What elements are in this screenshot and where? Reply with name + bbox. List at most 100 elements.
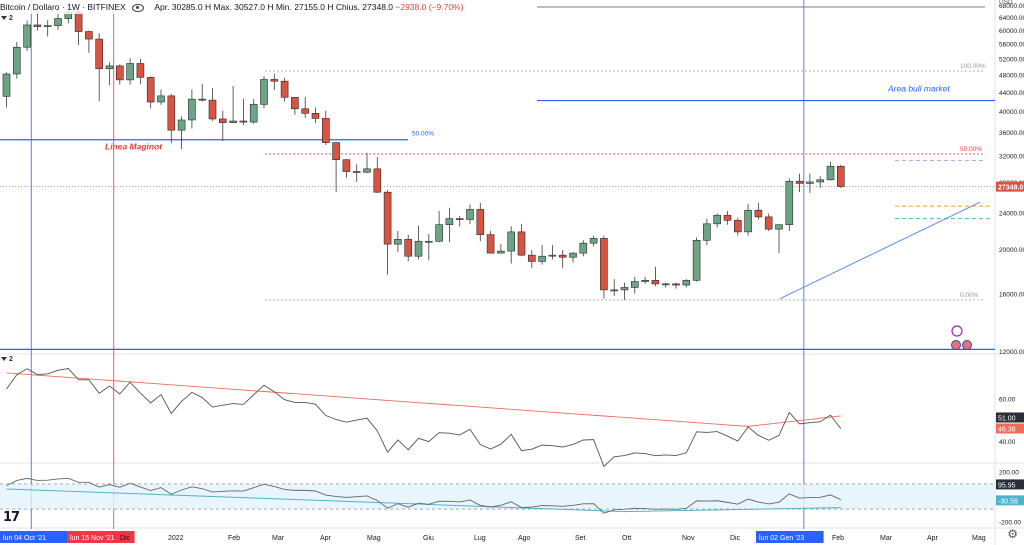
candle-body — [579, 242, 588, 254]
candle-body — [23, 24, 31, 48]
candle-body — [260, 79, 268, 105]
rsi-pane-collapse[interactable]: 2 — [1, 355, 13, 365]
candle-body — [775, 224, 783, 230]
price-axis-tick: 68000.00 — [999, 3, 1024, 10]
gear-icon[interactable]: ⚙ — [1007, 527, 1018, 541]
candle-body — [661, 283, 670, 286]
candle-body — [219, 118, 227, 123]
candle-body — [682, 280, 691, 286]
candle-body — [538, 255, 546, 262]
candle-body — [435, 224, 443, 242]
candle-body — [744, 209, 752, 233]
time-axis-label: Mag — [367, 535, 381, 542]
candle-body — [167, 95, 176, 131]
time-axis-label: Dic — [120, 535, 131, 542]
fib-label: 50.00% — [960, 146, 982, 153]
chevron-down-icon — [1, 16, 7, 21]
price-axis-tick: 44000.00 — [999, 90, 1024, 97]
candle-body — [589, 238, 598, 244]
eye-icon[interactable] — [132, 3, 145, 12]
candle-body — [33, 24, 42, 27]
tradingview-logo-icon[interactable]: 17 — [3, 510, 20, 525]
time-axis-label: Apr — [320, 535, 332, 542]
candle-body — [713, 214, 722, 225]
candle-body — [486, 234, 495, 254]
fib-label: 50.00% — [412, 131, 434, 138]
time-highlight-badge — [756, 531, 824, 543]
candle-body — [126, 63, 134, 81]
candle-body — [826, 165, 835, 181]
candle-body — [229, 120, 237, 123]
candle-body — [466, 209, 474, 220]
candle-body — [672, 283, 680, 286]
candle-body — [445, 218, 454, 225]
time-axis-label: Giu — [423, 535, 434, 542]
cci-ma-value: -30.58 — [998, 498, 1018, 505]
candle-body — [188, 98, 196, 121]
rsi-value: 51.00 — [998, 415, 1016, 422]
candle-body — [291, 96, 299, 110]
time-axis-label: lun 04 Oct '21 — [3, 535, 46, 542]
candle-body — [610, 289, 619, 292]
candle-body — [785, 180, 794, 225]
time-axis-label: Feb — [832, 535, 844, 542]
currency-label: USD — [999, 0, 1013, 6]
candle-body — [74, 12, 83, 32]
candle-body — [2, 73, 11, 97]
price-axis-tick: 48000.00 — [999, 72, 1024, 79]
candle-body — [249, 104, 258, 123]
pane-count: 2 — [9, 356, 13, 363]
candle-body — [548, 254, 557, 257]
cci-band — [0, 483, 995, 510]
symbol-title[interactable]: Bitcoin / Dollaro · 1W · BITFINEX — [0, 2, 126, 12]
bull-market-label: Area bull market — [887, 84, 951, 94]
candle-body — [600, 238, 608, 291]
candle-body — [136, 63, 145, 78]
fib-label: 0.00% — [960, 292, 979, 299]
cci-value-badge — [996, 479, 1024, 490]
price-axis-tick: 20000.00 — [999, 247, 1024, 254]
cci-axis-tick: 200.00 — [999, 469, 1019, 476]
symbol-legend[interactable]: Bitcoin / Dollaro · 1W · BITFINEX Apr. 3… — [0, 0, 468, 14]
maginot-label: Linea Maginot — [105, 142, 163, 152]
lightning-icon — [951, 325, 963, 337]
main-pane-collapse[interactable]: 2 — [1, 14, 13, 24]
rsi-value-badge — [996, 412, 1024, 423]
candle-body — [157, 95, 165, 103]
time-highlight-badge — [67, 531, 135, 543]
price-axis-tick: 36000.00 — [999, 130, 1024, 137]
rsi-ma-badge — [996, 423, 1024, 434]
candle-body — [363, 168, 371, 173]
candle-body — [116, 65, 124, 81]
price-axis-tick: 52000.00 — [999, 56, 1024, 63]
candle-body — [630, 281, 639, 288]
time-axis-label: Feb — [228, 535, 240, 542]
candle-body — [280, 80, 289, 98]
last-price-badge — [996, 181, 1024, 192]
candle-body — [311, 112, 320, 119]
price-axis-tick: 64000.00 — [999, 15, 1024, 22]
candle-body — [476, 209, 485, 235]
candle-body — [455, 218, 464, 220]
rsi-axis-tick: 40.00 — [999, 439, 1016, 446]
candle-body — [651, 280, 660, 285]
time-axis-label: Mag — [972, 535, 986, 542]
price-axis-tick: 12000.00 — [999, 349, 1024, 356]
price-axis-tick: 24000.00 — [999, 211, 1024, 218]
cci-ma-badge — [996, 495, 1024, 506]
candle-body — [177, 119, 186, 131]
candle-body — [703, 223, 711, 241]
time-axis-label: Nov — [682, 535, 695, 542]
cci-axis-tick: -200.00 — [999, 520, 1021, 527]
candle-body — [95, 38, 103, 69]
time-axis-label: lun 02 Gen '23 — [759, 535, 804, 542]
fib-label: 100.00% — [960, 63, 986, 70]
time-axis-label: Lug — [474, 535, 486, 542]
ohlc-values: Apr. 30285.0 H Max. 30527.0 H Min. 27155… — [154, 2, 394, 12]
price-axis-tick: 16000.00 — [999, 292, 1024, 299]
candle-body — [692, 239, 701, 281]
candle-body — [404, 239, 413, 257]
cci-value: 95.95 — [998, 482, 1016, 489]
